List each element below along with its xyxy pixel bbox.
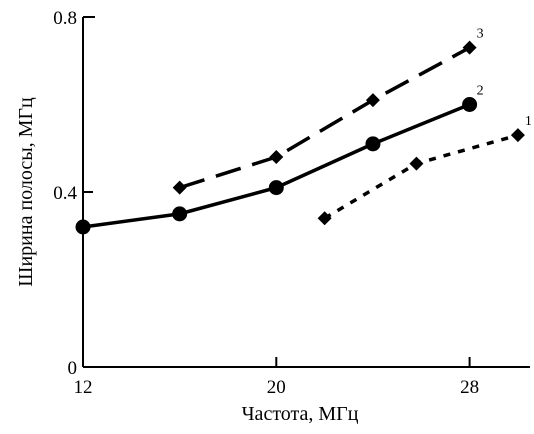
data-point [409, 156, 424, 171]
x-tick-label: 20 [267, 377, 286, 398]
series-1: 1 [317, 114, 532, 226]
data-point [365, 136, 381, 152]
series-2: 2 [75, 84, 484, 235]
data-point [268, 180, 284, 196]
y-tick-label: 0.4 [53, 183, 77, 204]
data-point [172, 206, 188, 222]
data-point [510, 128, 525, 143]
data-point [172, 180, 187, 195]
series-label: 2 [477, 84, 484, 99]
x-axis-title: Частота, МГц [242, 403, 359, 425]
series-3: 3 [172, 27, 484, 195]
x-tick-label: 12 [74, 377, 93, 398]
x-tick-label: 28 [460, 377, 479, 398]
y-axis-title: Ширина полосы, МГц [15, 97, 37, 287]
data-point [462, 97, 478, 112]
data-point [365, 93, 380, 108]
data-point [317, 211, 332, 226]
series-line [179, 46, 471, 190]
data-point [269, 150, 284, 164]
series-line [323, 133, 519, 220]
series-label: 3 [477, 27, 484, 42]
data-point [462, 40, 477, 55]
axes: 00.40.812 20 28 [53, 8, 530, 398]
series-label: 1 [525, 114, 532, 129]
data-point [75, 219, 91, 235]
series-layer: 1 2 3 [75, 27, 532, 235]
series-line [82, 102, 471, 229]
y-tick-label: 0.8 [53, 8, 77, 29]
y-tick-label: 0 [68, 358, 78, 379]
